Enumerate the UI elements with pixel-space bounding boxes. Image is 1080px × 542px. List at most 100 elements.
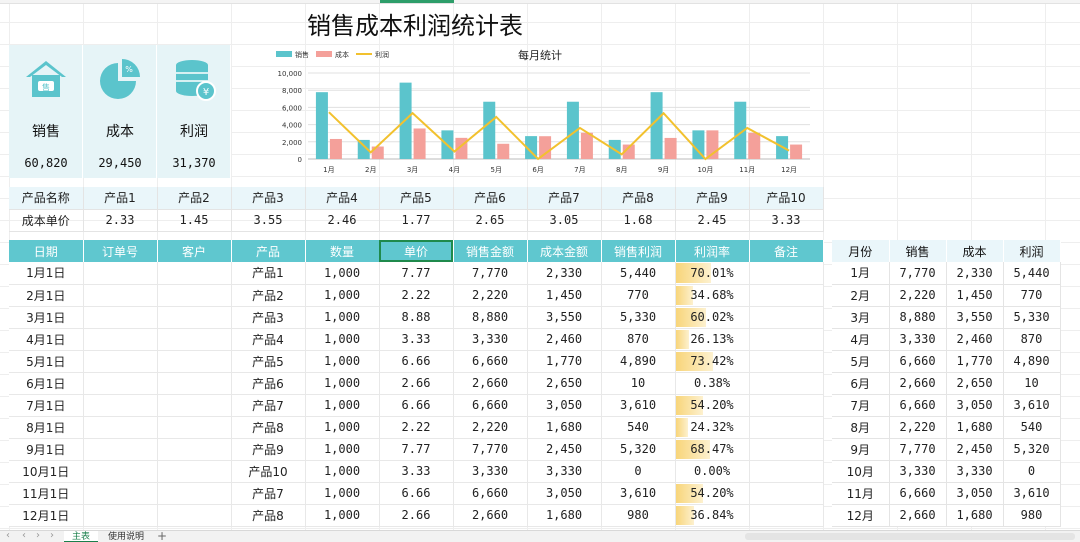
cell-price[interactable]: 6.66 [379, 394, 454, 417]
cell-profit[interactable]: 3,610 [601, 394, 676, 417]
cell-qty[interactable]: 1,000 [305, 460, 380, 483]
cell-product[interactable]: 产品1 [231, 262, 306, 285]
cell-note[interactable] [749, 482, 824, 505]
cell-profit[interactable]: 5,320 [601, 438, 676, 461]
cell-order[interactable] [83, 438, 158, 461]
cell-sales[interactable]: 8,880 [453, 306, 528, 329]
summary-cell[interactable]: 0 [1003, 460, 1061, 483]
summary-cell[interactable]: 2,660 [889, 504, 947, 527]
cell-order[interactable] [83, 350, 158, 373]
cell-sales[interactable]: 7,770 [453, 438, 528, 461]
cell-price[interactable]: 8.88 [379, 306, 454, 329]
summary-cell[interactable]: 2,220 [889, 284, 947, 307]
cell-order[interactable] [83, 416, 158, 439]
cell-order[interactable] [83, 504, 158, 527]
cell-profit[interactable]: 4,890 [601, 350, 676, 373]
header-customer[interactable]: 客户 [157, 240, 232, 262]
prev-sheet-icon[interactable]: ‹ [22, 530, 26, 541]
cell-order[interactable] [83, 262, 158, 285]
cell-order[interactable] [83, 328, 158, 351]
cell-profit[interactable]: 5,330 [601, 306, 676, 329]
cell-note[interactable] [749, 306, 824, 329]
product-price-label[interactable]: 成本单价 [9, 209, 84, 232]
cell-price[interactable]: 6.66 [379, 350, 454, 373]
cell-customer[interactable] [157, 328, 232, 351]
product-name-cell[interactable]: 产品9 [675, 187, 750, 210]
product-name-cell[interactable]: 产品8 [601, 187, 676, 210]
product-price-cell[interactable]: 3.05 [527, 209, 602, 232]
cell-profit[interactable]: 540 [601, 416, 676, 439]
cell-profit[interactable]: 3,610 [601, 482, 676, 505]
cell-product[interactable]: 产品2 [231, 284, 306, 307]
header-note[interactable]: 备注 [749, 240, 824, 262]
cell-cost[interactable]: 1,680 [527, 416, 602, 439]
cell-customer[interactable] [157, 438, 232, 461]
summary-cell[interactable]: 10月 [832, 460, 890, 483]
product-name-cell[interactable]: 产品2 [157, 187, 232, 210]
summary-cell[interactable]: 5,330 [1003, 306, 1061, 329]
last-sheet-icon[interactable]: › [50, 530, 54, 541]
summary-cell[interactable]: 2,460 [946, 328, 1004, 351]
cell-rate[interactable]: 0.38% [675, 372, 750, 395]
summary-cell[interactable]: 1,450 [946, 284, 1004, 307]
header-order-no[interactable]: 订单号 [83, 240, 158, 262]
product-name-cell[interactable]: 产品10 [749, 187, 824, 210]
cell-customer[interactable] [157, 350, 232, 373]
cell-price[interactable]: 2.66 [379, 372, 454, 395]
cell-date[interactable]: 7月1日 [9, 394, 84, 417]
cell-rate[interactable]: 70.01% [675, 262, 750, 285]
summary-cell[interactable]: 4,890 [1003, 350, 1061, 373]
summary-cell[interactable]: 980 [1003, 504, 1061, 527]
cell-product[interactable]: 产品7 [231, 394, 306, 417]
cell-note[interactable] [749, 438, 824, 461]
cell-customer[interactable] [157, 416, 232, 439]
horizontal-scrollbar[interactable] [745, 533, 1075, 540]
summary-cell[interactable]: 4月 [832, 328, 890, 351]
summary-cell[interactable]: 5,320 [1003, 438, 1061, 461]
cell-product[interactable]: 产品9 [231, 438, 306, 461]
monthly-chart[interactable]: 0 2,000 4,000 6,000 8,000 10,000 1月 2月 3月 4月 5月 6月 7… [270, 45, 815, 180]
header-sales-amount[interactable]: 销售金额 [453, 240, 528, 262]
sheet-tab-instructions[interactable]: 使用说明 [108, 532, 145, 542]
cell-rate[interactable]: 54.20% [675, 482, 750, 505]
cell-order[interactable] [83, 460, 158, 483]
cell-order[interactable] [83, 394, 158, 417]
cell-customer[interactable] [157, 504, 232, 527]
product-price-cell[interactable]: 2.45 [675, 209, 750, 232]
product-price-cell[interactable]: 1.77 [379, 209, 454, 232]
cell-note[interactable] [749, 394, 824, 417]
cell-customer[interactable] [157, 306, 232, 329]
cell-cost[interactable]: 1,770 [527, 350, 602, 373]
cell-note[interactable] [749, 350, 824, 373]
summary-cell[interactable]: 8,880 [889, 306, 947, 329]
product-price-cell[interactable]: 2.46 [305, 209, 380, 232]
add-sheet-button[interactable]: + [157, 529, 168, 542]
product-price-cell[interactable]: 1.45 [157, 209, 232, 232]
cell-product[interactable]: 产品4 [231, 328, 306, 351]
cell-qty[interactable]: 1,000 [305, 416, 380, 439]
cell-cost[interactable]: 3,050 [527, 482, 602, 505]
cell-note[interactable] [749, 460, 824, 483]
cell-qty[interactable]: 1,000 [305, 482, 380, 505]
first-sheet-icon[interactable]: ‹ [6, 530, 10, 541]
cell-profit[interactable]: 0 [601, 460, 676, 483]
cell-note[interactable] [749, 284, 824, 307]
cell-price[interactable]: 7.77 [379, 262, 454, 285]
cell-profit[interactable]: 10 [601, 372, 676, 395]
product-name-cell[interactable]: 产品1 [83, 187, 158, 210]
cell-order[interactable] [83, 482, 158, 505]
cell-note[interactable] [749, 262, 824, 285]
summary-cell[interactable]: 7,770 [889, 438, 947, 461]
cell-note[interactable] [749, 504, 824, 527]
cell-date[interactable]: 6月1日 [9, 372, 84, 395]
header-quantity[interactable]: 数量 [305, 240, 380, 262]
summary-cell[interactable]: 2,650 [946, 372, 1004, 395]
cell-cost[interactable]: 2,650 [527, 372, 602, 395]
cell-rate[interactable]: 0.00% [675, 460, 750, 483]
cell-sales[interactable]: 2,660 [453, 504, 528, 527]
summary-cell[interactable]: 5月 [832, 350, 890, 373]
product-name-cell[interactable]: 产品7 [527, 187, 602, 210]
summary-cell[interactable]: 3,050 [946, 482, 1004, 505]
product-price-cell[interactable]: 3.33 [749, 209, 824, 232]
cell-product[interactable]: 产品6 [231, 372, 306, 395]
